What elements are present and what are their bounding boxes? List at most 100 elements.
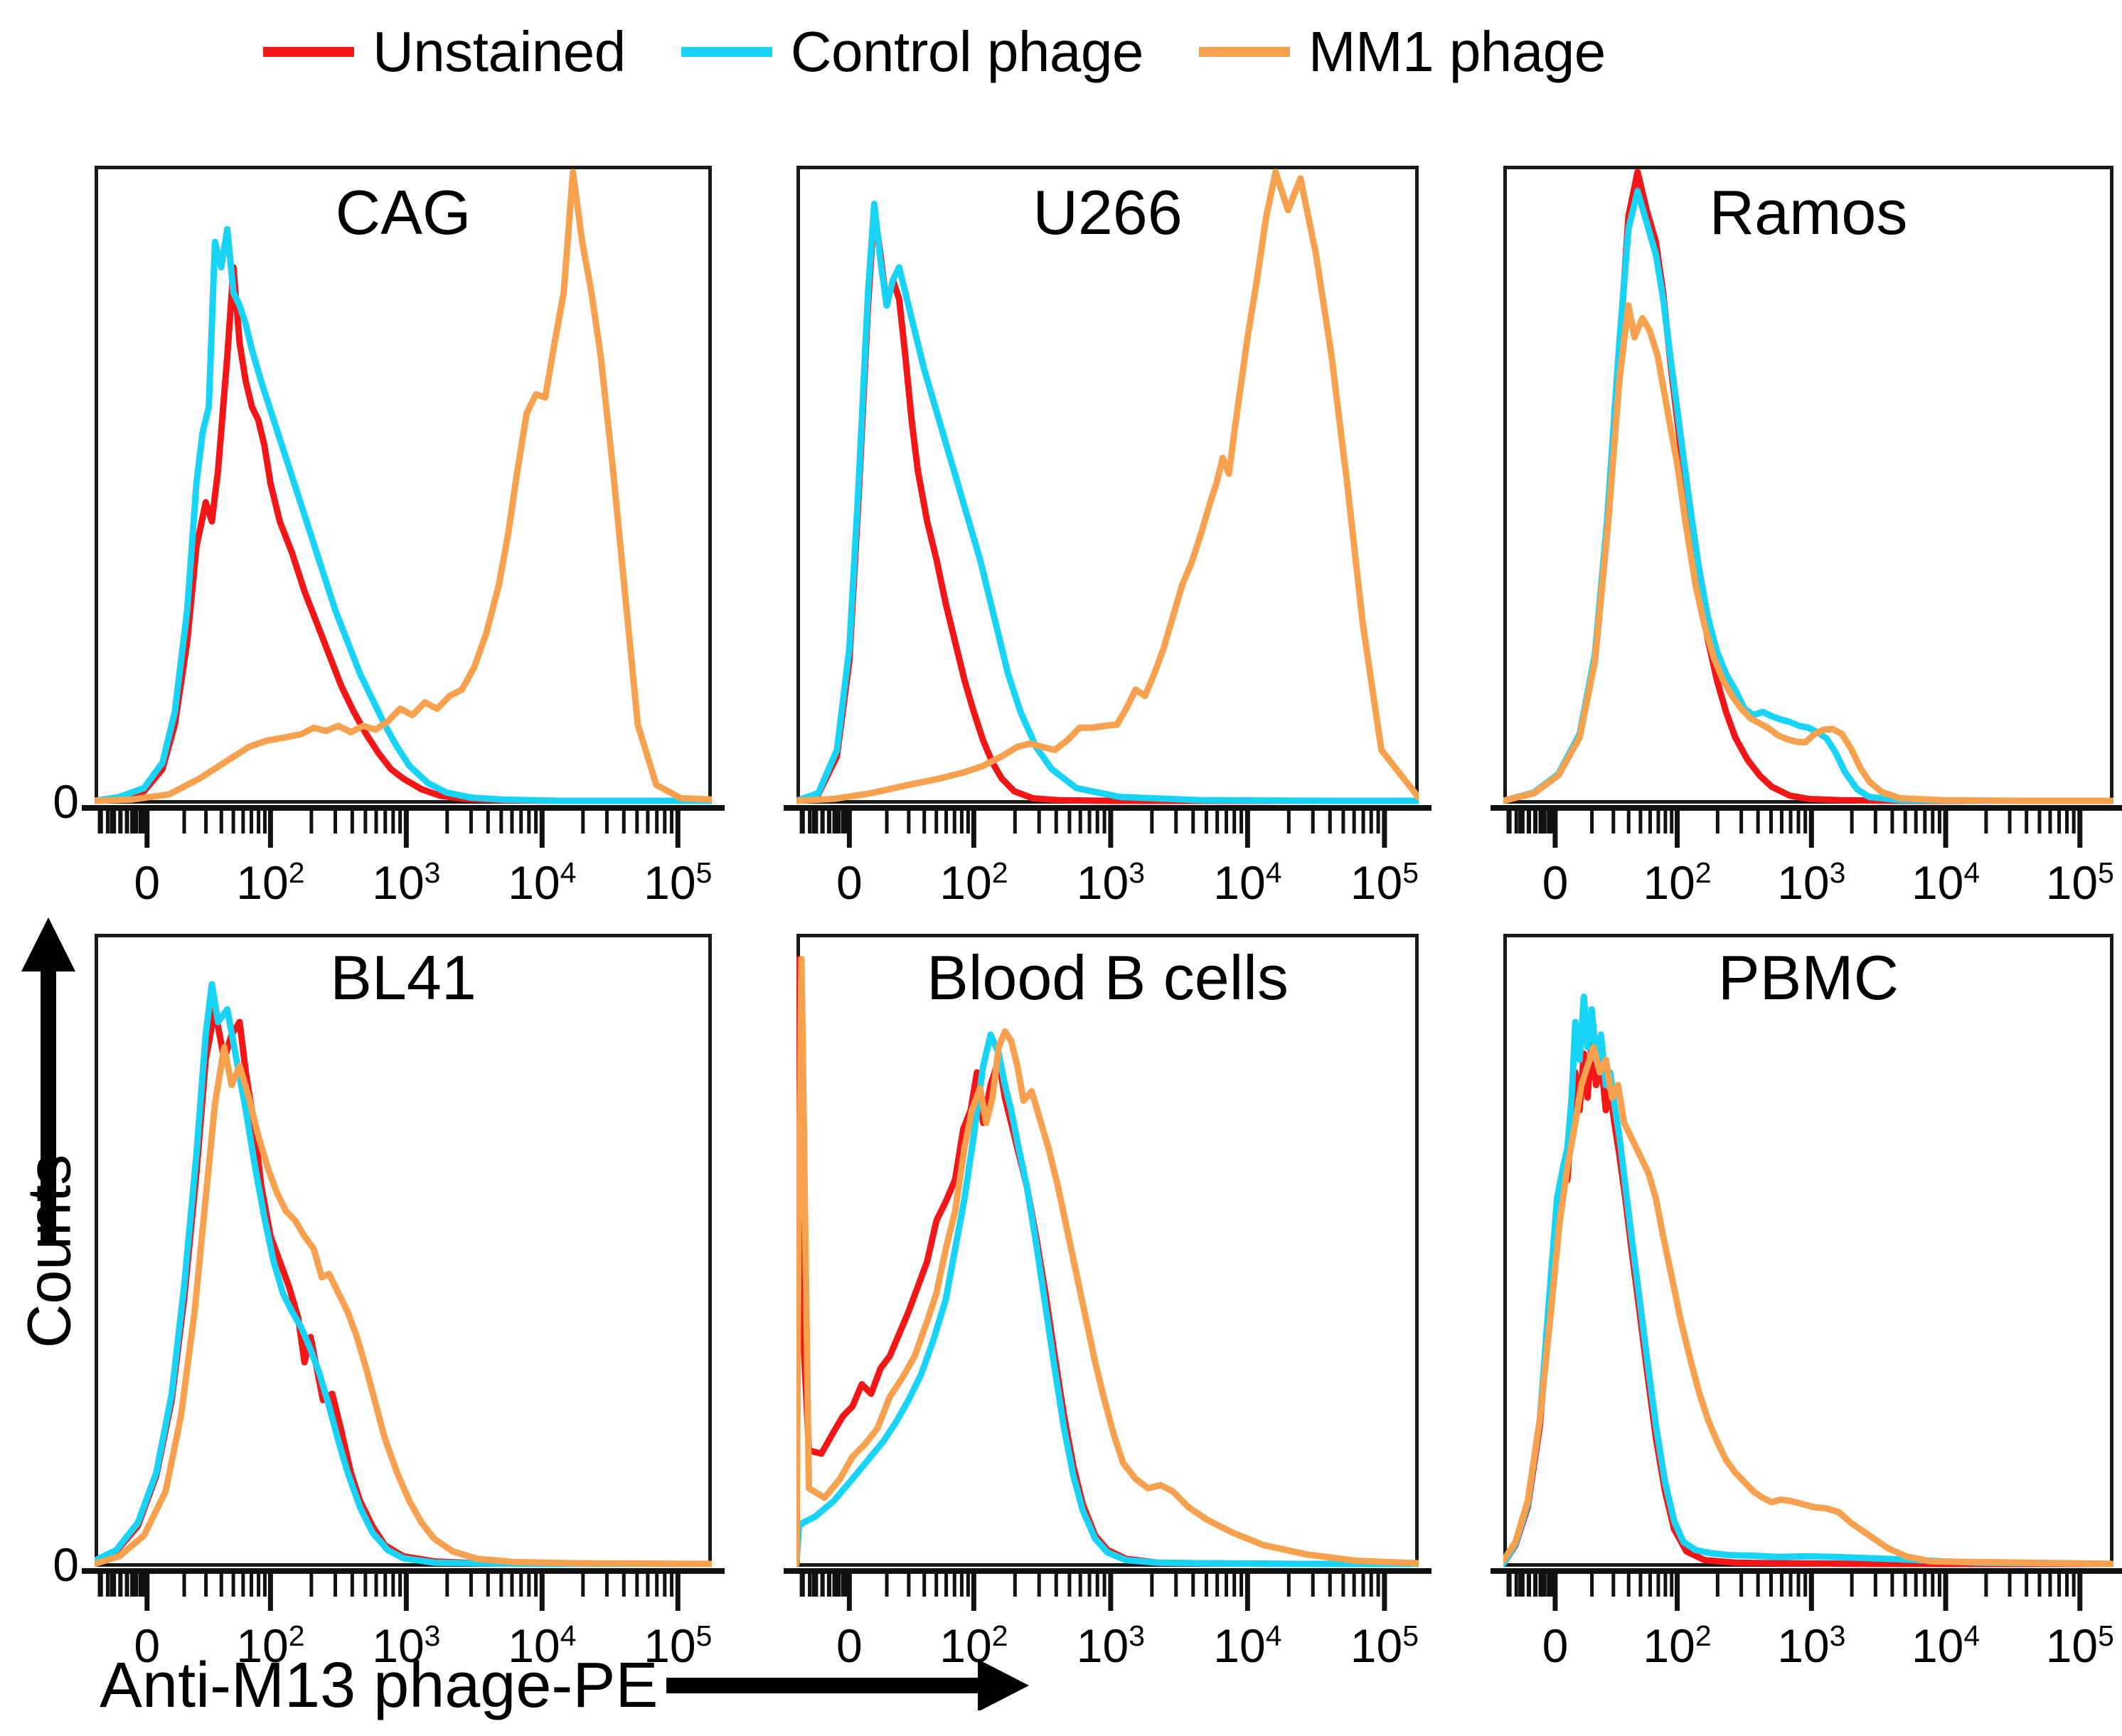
legend-label-unstained: Unstained	[373, 20, 626, 83]
panel-traces-pbmc	[1503, 994, 2113, 1567]
tick-exponent: 3	[424, 1619, 441, 1652]
x-axis-tick-label: 104	[1213, 1619, 1282, 1669]
x-axis-tick-labels-ramos: 0 102 103 104 105	[1503, 856, 2114, 937]
tick-base: 10	[939, 1619, 992, 1672]
panel-frame-bloodbcells	[796, 934, 1419, 1567]
y-axis-arrow-icon	[21, 917, 75, 1245]
tick-exponent: 2	[1695, 856, 1712, 889]
trace-unstained-cag	[95, 264, 712, 804]
trace-mm1-phage-bl41	[95, 1043, 712, 1567]
panel-frame-pbmc	[1503, 934, 2113, 1567]
y-axis-zero-label-bl41: 0	[53, 1538, 79, 1591]
tick-exponent: 4	[560, 856, 577, 889]
x-axis-tick-label: 102	[236, 1619, 305, 1672]
trace-mm1-phage-pbmc	[1503, 1043, 2113, 1567]
legend-label-control-phage: Control phage	[790, 20, 1144, 83]
tick-exponent: 5	[1402, 1619, 1419, 1652]
x-axis-arrow-icon	[666, 1661, 1030, 1710]
x-axis-tick-label: 0	[836, 1619, 863, 1672]
tick-exponent: 5	[2098, 856, 2114, 889]
x-axis-tick-label: 104	[1911, 1619, 1980, 1672]
x-axis-tick-labels-bloodbcells: 0 102 103 104 105	[796, 1619, 1419, 1700]
y-axis-zero-label-cag: 0	[53, 775, 79, 828]
trace-mm1-phage-cag	[95, 169, 712, 804]
tick-base: 10	[939, 856, 992, 909]
panel-cag: CAG 0 102 103 104 105 0	[53, 166, 725, 967]
tick-base: 10	[1777, 856, 1830, 909]
x-axis-bl41	[82, 1568, 725, 1611]
x-axis-tick-label: 105	[1350, 856, 1419, 909]
tick-exponent: 2	[288, 1619, 305, 1652]
legend-label-mm1-phage: MM1 phage	[1308, 20, 1606, 83]
trace-unstained-pbmc	[1503, 1038, 2113, 1567]
x-axis-tick-label: 104	[508, 856, 577, 906]
trace-control-phage-u266	[796, 201, 1419, 804]
x-axis-tick-labels-pbmc: 0 102 103 104 105	[1503, 1619, 2114, 1700]
x-axis-tick-label: 105	[2045, 1619, 2114, 1672]
tick-base: 10	[236, 856, 289, 909]
x-axis-tick-label: 105	[644, 1621, 712, 1669]
panel-u266: U266 0 102 103 104 105	[784, 166, 1431, 967]
tick-exponent: 4	[1265, 1619, 1282, 1652]
x-axis-tick-label: 102	[939, 1619, 1008, 1672]
x-axis-tick-label: 105	[2045, 856, 2114, 909]
x-axis-tick-labels-cag: 0 102 103 104 105	[95, 856, 713, 937]
trace-mm1-phage-u266	[796, 169, 1419, 804]
legend-swatch-mm1-phage	[1198, 47, 1290, 57]
tick-exponent: 4	[560, 1619, 577, 1652]
x-axis-tick-label: 103	[1076, 1619, 1145, 1672]
panel-pbmc: PBMC 0 102 103 104 105	[1491, 934, 2122, 1730]
panel-traces-bloodbcells	[796, 955, 1419, 1567]
tick-exponent: 3	[1829, 1619, 1846, 1652]
x-axis-tick-label: 103	[1777, 856, 1846, 909]
x-axis-bloodbcells	[784, 1568, 1431, 1611]
x-axis-tick-label: 102	[236, 856, 305, 909]
tick-exponent: 2	[288, 856, 305, 889]
tick-base: 10	[1777, 1619, 1830, 1672]
y-axis-title: Counts	[0, 910, 92, 1565]
tick-exponent: 4	[1265, 856, 1282, 889]
tick-base: 10	[508, 1619, 560, 1672]
tick-base: 10	[2045, 856, 2099, 909]
x-axis-tick-label: 0	[1542, 856, 1569, 909]
tick-base: 10	[2045, 1619, 2099, 1672]
x-axis-tick-label: 105	[1350, 1619, 1419, 1672]
trace-mm1-phage-ramos	[1503, 302, 2113, 804]
x-axis-tick-label: 102	[1643, 1619, 1712, 1669]
panel-ramos: Ramos 0 102 103 104 105	[1491, 166, 2122, 967]
x-axis-u266	[784, 805, 1431, 848]
tick-exponent: 3	[1129, 856, 1145, 889]
tick-exponent: 3	[1829, 856, 1846, 889]
tick-exponent: 3	[424, 856, 441, 889]
x-axis-ramos	[1491, 805, 2122, 848]
tick-base: 10	[1350, 856, 1403, 909]
x-axis-cag	[82, 805, 725, 848]
tick-base: 10	[1911, 1619, 1964, 1672]
x-axis-tick-label: 102	[1643, 856, 1712, 909]
trace-control-phage-cag	[95, 225, 712, 804]
tick-base: 10	[644, 856, 696, 909]
x-axis-title-label: Anti-M13 phage-PE	[100, 1649, 659, 1721]
panel-bloodbcells: Blood B cells 0 102 103 104 105	[784, 934, 1431, 1730]
panel-frame-ramos	[1503, 166, 2113, 804]
tick-base: 10	[1076, 1619, 1129, 1672]
legend-entry-unstained: Unstained	[263, 23, 626, 80]
tick-base: 10	[236, 1619, 289, 1672]
legend: Unstained Control phage MM1 phage	[263, 13, 1685, 91]
trace-control-phage-pbmc	[1503, 994, 2113, 1567]
tick-exponent: 5	[695, 856, 713, 889]
tick-exponent: 3	[1129, 1619, 1145, 1652]
tick-base: 10	[1643, 856, 1695, 909]
x-axis-pbmc	[1491, 1568, 2122, 1611]
x-axis-tick-label: 0	[1542, 1619, 1569, 1672]
legend-entry-mm1-phage: MM1 phage	[1198, 20, 1606, 83]
tick-exponent: 2	[1695, 1619, 1712, 1652]
x-axis-tick-label: 103	[372, 1619, 441, 1669]
tick-exponent: 4	[1963, 1619, 1980, 1652]
x-axis-tick-label: 103	[1077, 856, 1145, 906]
tick-base: 10	[1350, 1619, 1403, 1672]
x-axis-tick-label: 104	[508, 1619, 577, 1672]
tick-base: 10	[372, 856, 425, 909]
panel-frame-cag	[95, 166, 712, 804]
